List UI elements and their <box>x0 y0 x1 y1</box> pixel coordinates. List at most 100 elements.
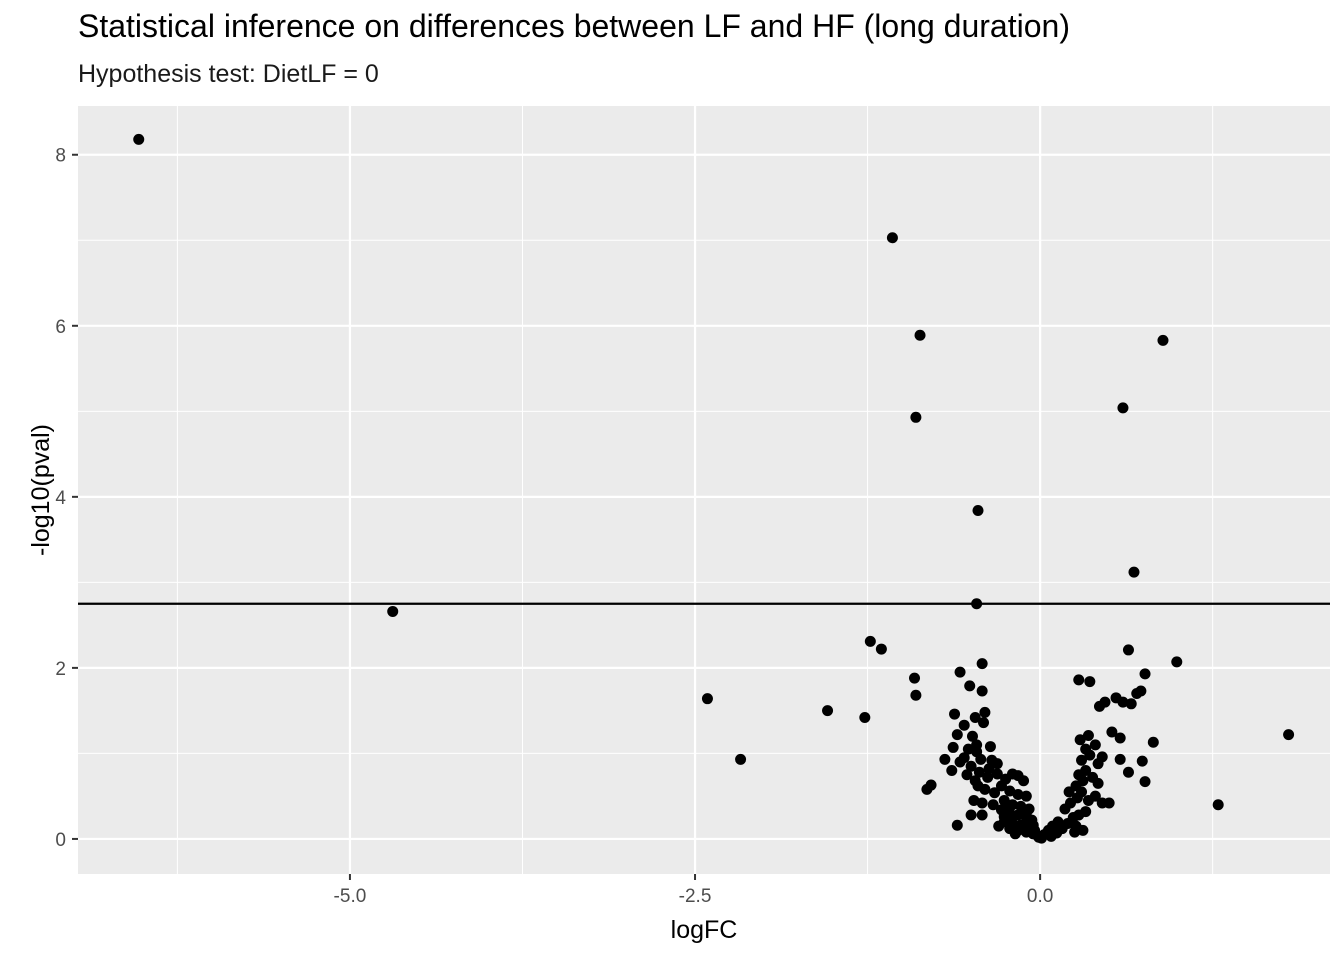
data-point <box>1136 755 1148 767</box>
data-point <box>1069 826 1081 838</box>
data-point <box>958 752 970 764</box>
y-tick-label: 4 <box>55 488 66 509</box>
data-point <box>947 741 959 753</box>
data-point <box>991 768 1003 780</box>
data-point <box>979 783 991 795</box>
data-point <box>964 680 976 692</box>
data-point <box>989 787 1001 799</box>
data-point <box>1005 812 1017 824</box>
data-point <box>1018 775 1030 787</box>
data-point <box>1096 751 1108 763</box>
y-tick-label: 6 <box>55 317 66 338</box>
data-point <box>1114 732 1126 744</box>
data-point <box>1080 743 1092 755</box>
chart-subtitle: Hypothesis test: DietLF = 0 <box>78 60 379 88</box>
data-point <box>976 658 988 670</box>
data-point <box>1147 736 1159 748</box>
data-point <box>1018 823 1030 835</box>
data-point <box>969 775 981 787</box>
data-point <box>1139 776 1151 788</box>
major-gridlines <box>78 106 1330 874</box>
data-point <box>701 693 713 705</box>
data-point <box>1020 807 1032 819</box>
data-point <box>971 746 983 758</box>
data-point <box>1157 334 1169 346</box>
data-point <box>976 809 988 821</box>
data-point <box>1084 676 1096 688</box>
data-point <box>978 717 990 729</box>
x-axis: -5.0 -2.5 0.0 <box>334 874 1053 907</box>
data-point <box>951 729 963 741</box>
y-axis-title: -log10(pval) <box>27 424 55 556</box>
data-point <box>1122 644 1134 656</box>
data-point <box>1103 797 1115 809</box>
data-point <box>939 753 951 765</box>
data-point <box>991 758 1003 770</box>
data-point <box>1080 765 1092 777</box>
data-point <box>1082 729 1094 741</box>
data-point <box>1114 753 1126 765</box>
data-point <box>1027 819 1039 831</box>
data-point <box>1122 766 1134 778</box>
data-point <box>1089 739 1101 751</box>
data-point <box>1077 824 1089 836</box>
data-point <box>951 819 963 831</box>
data-point <box>976 685 988 697</box>
data-point <box>1092 777 1104 789</box>
data-point <box>987 799 999 811</box>
chart-title: Statistical inference on differences bet… <box>78 8 1070 44</box>
data-point <box>1012 788 1024 800</box>
data-point <box>954 666 966 678</box>
data-point <box>1076 786 1088 798</box>
data-point <box>982 771 994 783</box>
data-point <box>735 753 747 765</box>
data-point <box>133 133 145 145</box>
data-point <box>946 765 958 777</box>
data-point <box>1074 734 1086 746</box>
data-point <box>910 689 922 701</box>
plot-panel-background <box>78 106 1330 874</box>
y-tick-label: 8 <box>55 146 66 167</box>
data-point <box>864 635 876 647</box>
data-point <box>921 783 933 795</box>
data-point <box>968 794 980 806</box>
data-point <box>909 672 921 684</box>
data-point <box>387 605 399 617</box>
data-point <box>983 763 995 775</box>
data-point <box>1004 785 1016 797</box>
data-point <box>962 743 974 755</box>
data-point <box>969 711 981 723</box>
y-tick-label: 2 <box>55 659 66 680</box>
data-point <box>1099 696 1111 708</box>
data-point <box>965 760 977 772</box>
data-point <box>1171 656 1183 668</box>
data-point <box>973 766 985 778</box>
data-point <box>910 411 922 423</box>
data-point <box>1212 799 1224 811</box>
data-point <box>914 329 926 341</box>
data-point <box>1135 685 1147 697</box>
data-point <box>1009 828 1021 840</box>
data-point <box>886 232 898 244</box>
data-points <box>133 133 1295 844</box>
data-point <box>1117 696 1129 708</box>
data-point <box>984 741 996 753</box>
data-point <box>1073 674 1085 686</box>
x-tick-label: -5.0 <box>334 886 367 907</box>
data-point <box>1089 790 1101 802</box>
x-tick-label: -2.5 <box>679 886 712 907</box>
minor-gridlines <box>78 106 1330 874</box>
data-point <box>1076 754 1088 766</box>
data-point <box>1117 402 1129 414</box>
x-tick-label: 0.0 <box>1027 886 1053 907</box>
x-axis-title: logFC <box>671 916 738 944</box>
data-point <box>1283 729 1295 741</box>
data-point <box>971 598 983 610</box>
data-point <box>1128 566 1140 578</box>
data-point <box>965 809 977 821</box>
data-point <box>958 719 970 731</box>
data-point <box>976 797 988 809</box>
data-point <box>1020 790 1032 802</box>
data-point <box>1080 806 1092 818</box>
